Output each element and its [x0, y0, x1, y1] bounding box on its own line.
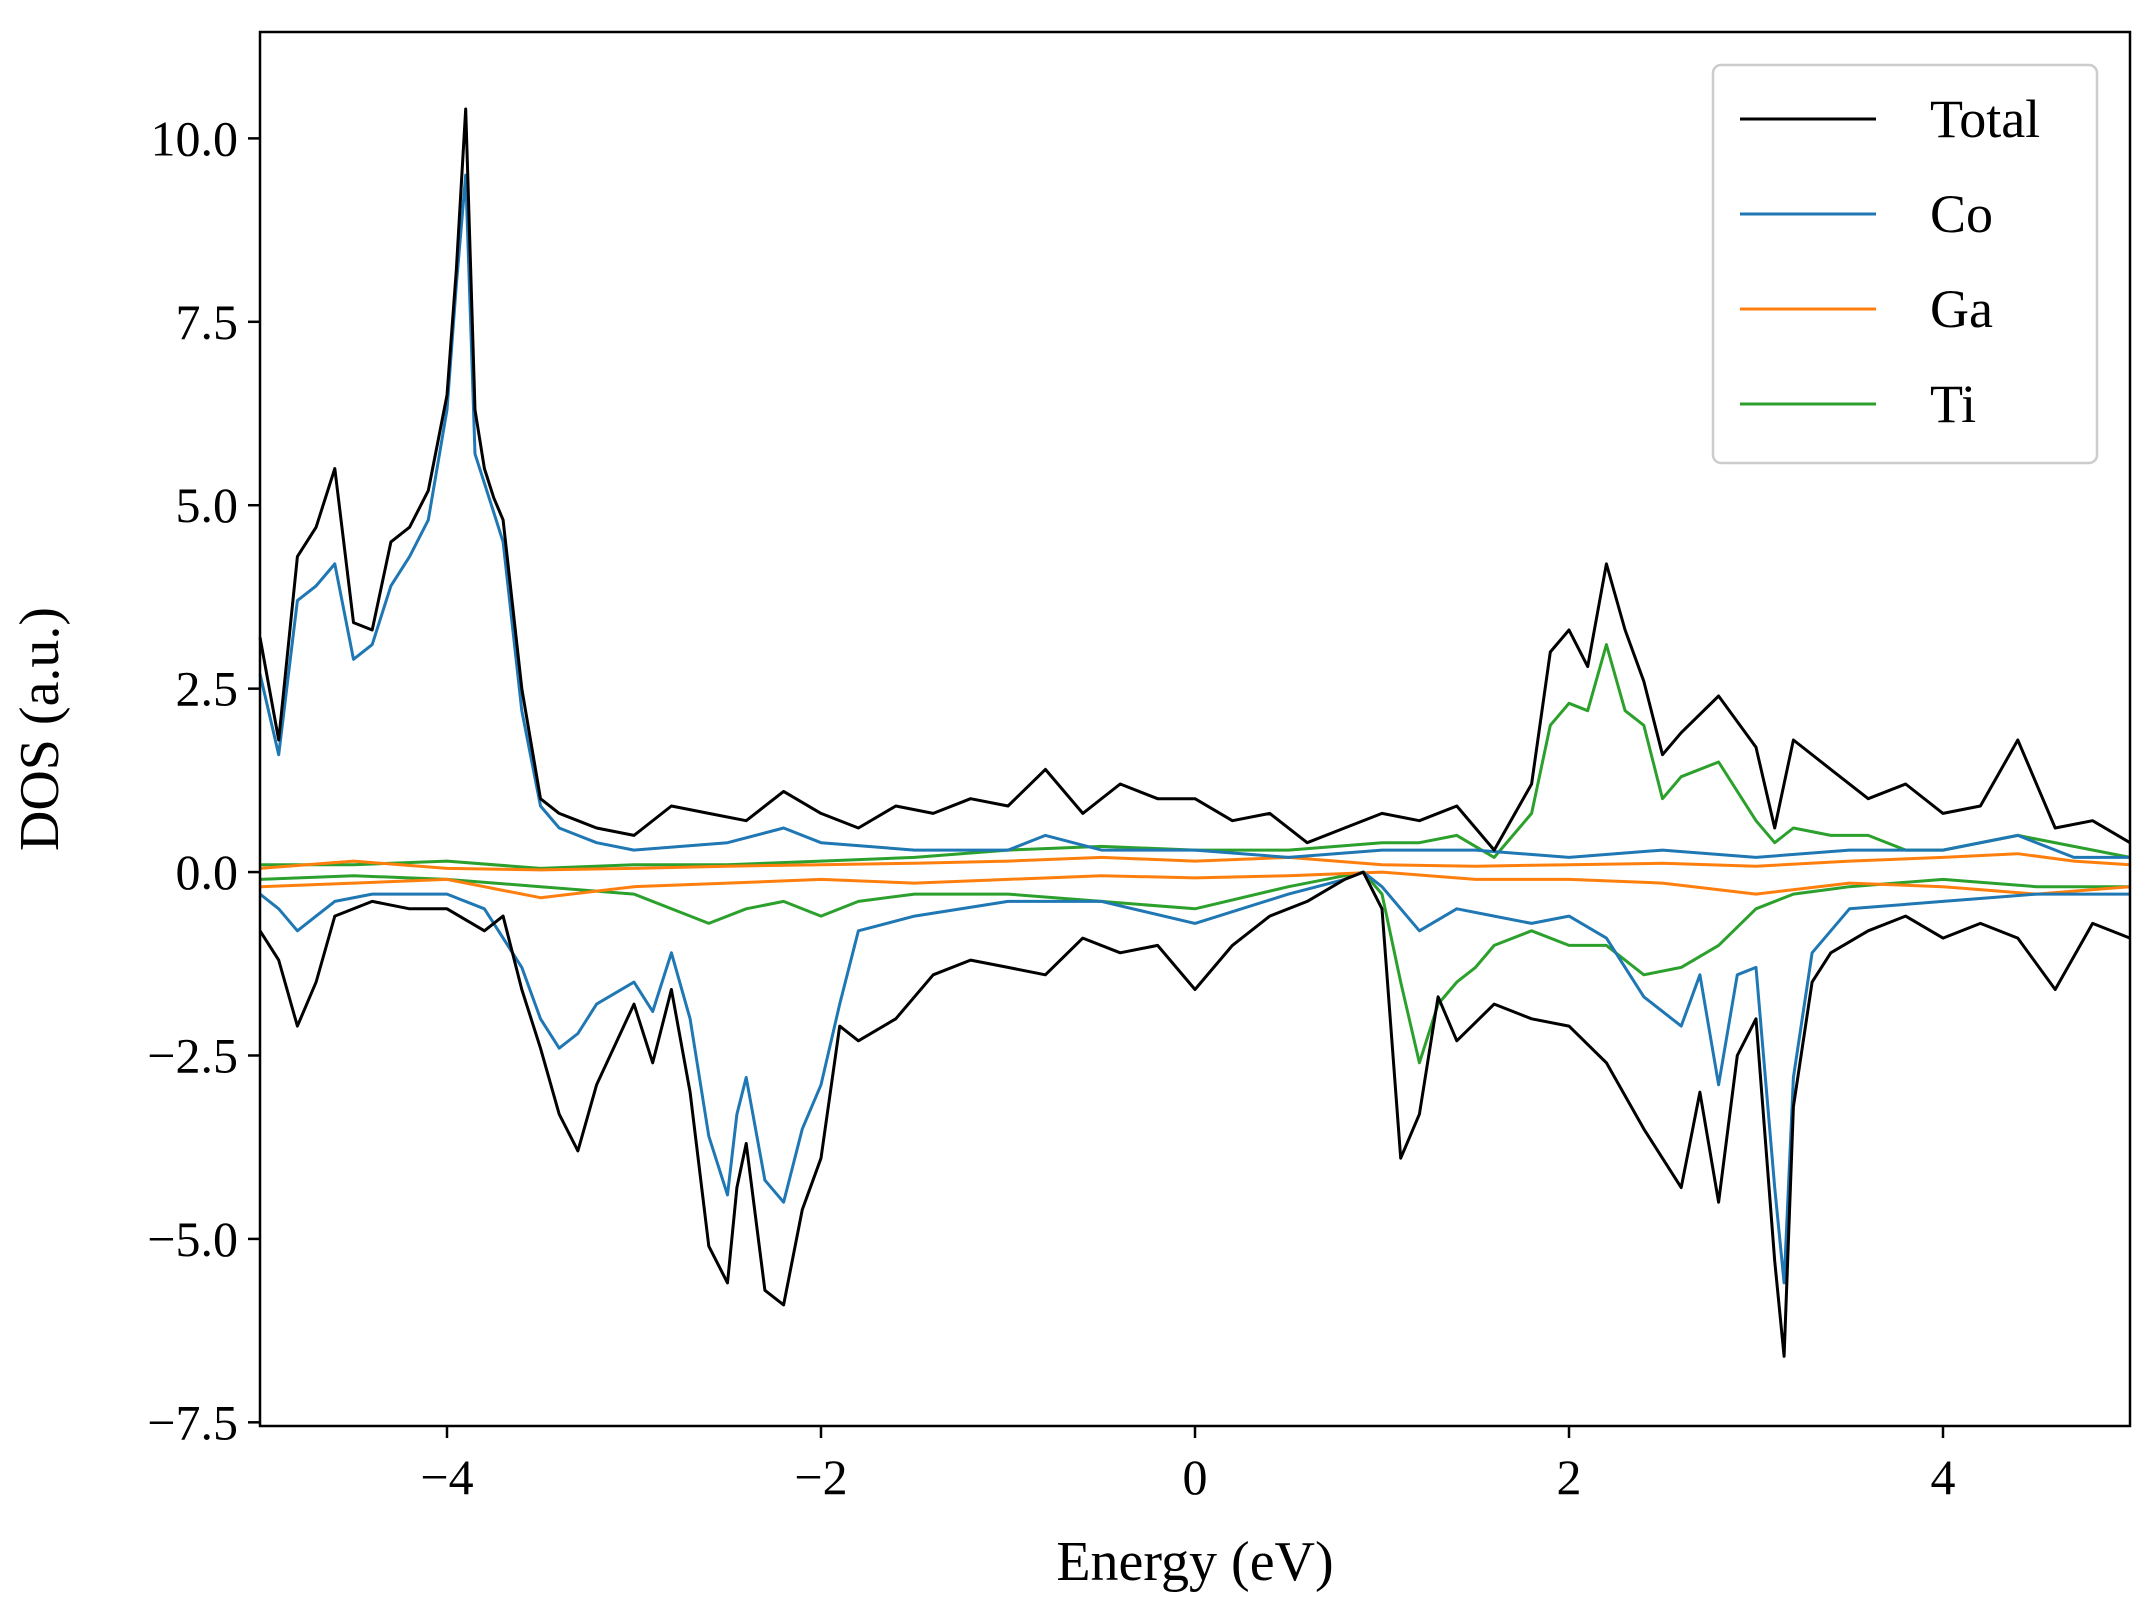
y-tick-label: 10.0: [151, 110, 239, 166]
legend-box: [1711, 63, 2099, 465]
ticks-layer: −4 −2 0 2 4 10.0 7.5 5.0 2.5 0.0 −2.5 −5.0 −7.5: [147, 110, 1955, 1505]
legend: Total Co Ga Ti: [1711, 63, 2099, 465]
legend-label-co: Co: [1930, 184, 1993, 244]
series-total-up-line: [258, 107, 2131, 852]
series-ti-down-line: [259, 870, 2130, 1065]
y-tick-label: −2.5: [147, 1027, 238, 1083]
x-tick-label: −2: [794, 1449, 847, 1505]
y-tick-label: 7.5: [176, 294, 239, 350]
series-ti-up-line: [260, 643, 2131, 870]
x-tick-label: −4: [420, 1449, 473, 1505]
series-co-up-line: [258, 173, 2130, 859]
y-tick-label: −5.0: [147, 1211, 238, 1267]
y-tick-label: 5.0: [176, 477, 239, 533]
x-tick-label: 2: [1557, 1449, 1582, 1505]
legend-label-total: Total: [1930, 89, 2040, 149]
y-tick-label: 0.0: [176, 844, 239, 900]
series-co-down-line: [259, 870, 2130, 1285]
legend-label-ti: Ti: [1930, 374, 1976, 434]
legend-label-ga: Ga: [1930, 279, 1993, 339]
series-total-down-line: [258, 870, 2131, 1358]
series-ga-down-line: [259, 870, 2131, 900]
series-layer: [258, 107, 2131, 1358]
y-axis-label: DOS (a.u.): [9, 607, 71, 851]
y-tick-label: 2.5: [176, 661, 239, 717]
series-ga-up-line: [259, 852, 2131, 872]
y-tick-label: −7.5: [147, 1394, 238, 1450]
x-axis-label: Energy (eV): [1056, 1531, 1333, 1593]
x-tick-label: 0: [1183, 1449, 1208, 1505]
x-tick-label: 4: [1931, 1449, 1956, 1505]
